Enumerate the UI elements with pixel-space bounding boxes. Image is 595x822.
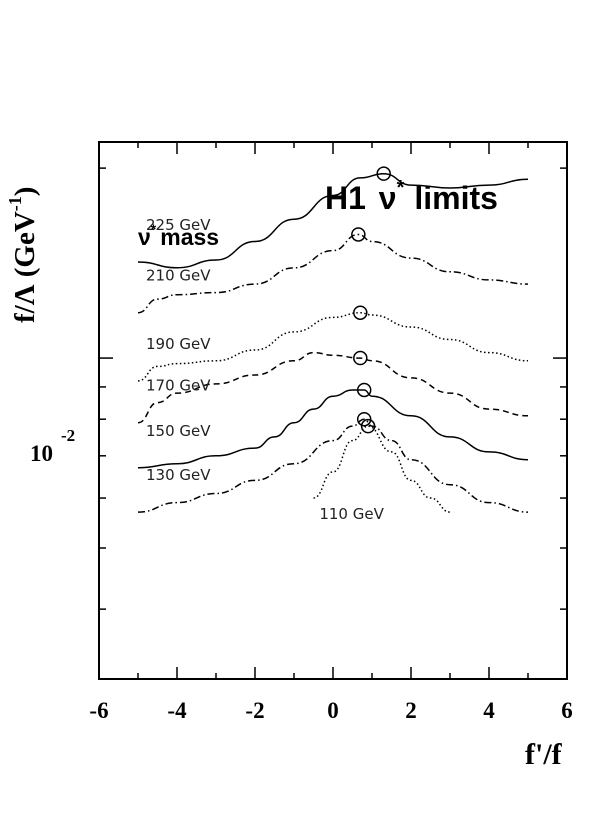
series-line (137, 233, 529, 314)
y-axis-label: f/Λ (GeV-1) (5, 187, 41, 323)
x-tick-label: 0 (327, 698, 339, 723)
series-line (137, 351, 529, 424)
series-label: 210 GeV (146, 267, 211, 285)
series-curves (137, 172, 529, 513)
x-tick-label: -6 (89, 698, 108, 723)
x-axis-label: f'/f (525, 738, 563, 771)
series-label: 170 GeV (146, 377, 211, 395)
chart-title-symbol: ν (379, 180, 397, 216)
legend-title: ν* mass (138, 221, 219, 250)
axis-ticks (98, 142, 568, 679)
y-axis-label-close: ) (9, 187, 41, 197)
chart-title: H1 ν* limits (325, 177, 498, 216)
x-tick-label: -4 (167, 698, 187, 723)
series-line (137, 389, 529, 469)
limit-marker (353, 305, 368, 320)
limit-markers (351, 166, 391, 434)
series-line (137, 172, 529, 269)
x-tick-label: 4 (483, 698, 495, 723)
series-labels: 225 GeV 210 GeV 190 GeV 170 GeV 150 GeV 130 G… (146, 216, 385, 523)
y-axis-label-exponent: -1 (5, 196, 25, 211)
limit-marker (356, 382, 372, 398)
legend-title-suffix: mass (160, 224, 219, 250)
chart-title-suffix: limits (414, 180, 498, 216)
chart-title-star: * (397, 177, 405, 199)
x-tick-label: 6 (561, 698, 573, 723)
y-axis-label-main: f/Λ (GeV (9, 211, 41, 323)
x-tick-label: -2 (245, 698, 264, 723)
limit-marker (360, 418, 376, 434)
series-line (137, 311, 529, 382)
limit-marker (356, 411, 372, 427)
series-label: 130 GeV (146, 466, 211, 484)
legend-title-symbol: ν (138, 224, 151, 250)
legend-title-star: * (151, 221, 157, 237)
series-label: 190 GeV (146, 335, 211, 353)
chart-title-main: H1 (325, 180, 366, 216)
limit-marker (353, 350, 368, 366)
limit-marker (351, 227, 366, 242)
y-tick-label-exponent: -2 (61, 426, 75, 445)
series-label: 110 GeV (319, 505, 384, 523)
limit-marker (376, 166, 391, 181)
x-tick-label: 2 (405, 698, 417, 723)
series-label: 150 GeV (146, 422, 211, 440)
series-line (313, 425, 451, 513)
y-tick-label: 10-2 (30, 426, 75, 466)
x-tick-labels: -6 -4 -2 0 2 4 6 (89, 698, 572, 723)
series-label: 225 GeV (146, 216, 211, 234)
